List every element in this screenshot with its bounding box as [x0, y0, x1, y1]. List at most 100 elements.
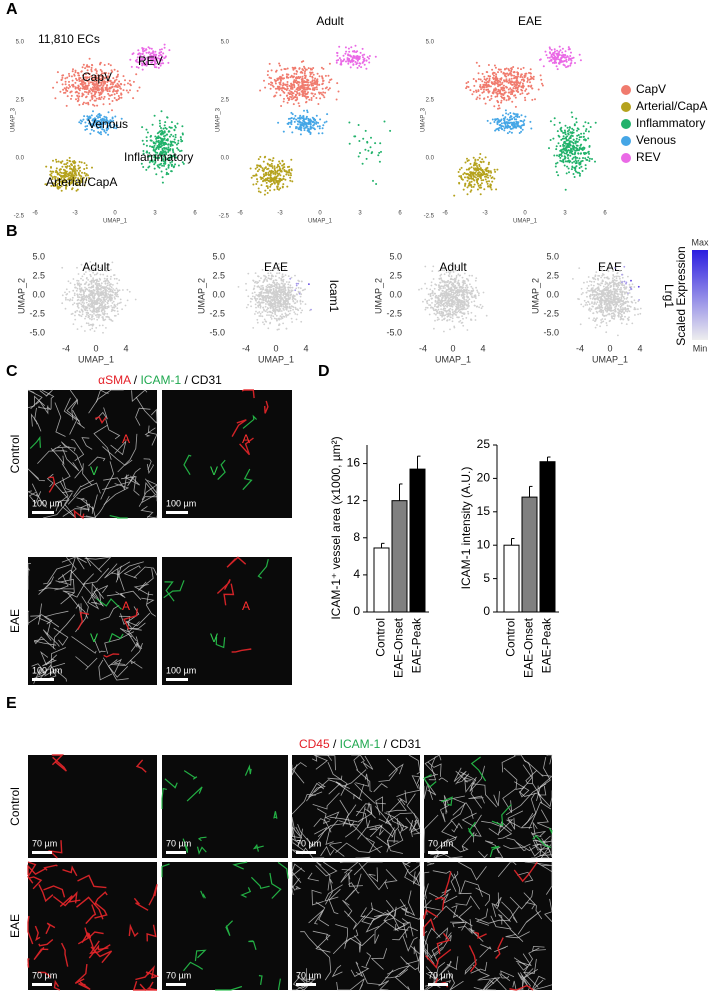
cell-point — [483, 97, 486, 100]
cell-point — [272, 157, 275, 160]
cell-point — [511, 100, 514, 103]
cell-point — [279, 310, 281, 312]
cell-point — [569, 160, 572, 163]
cell-point — [301, 75, 304, 78]
cell-point — [309, 127, 312, 130]
cell-point — [163, 43, 166, 46]
cell-point — [487, 171, 490, 174]
cell-point — [561, 151, 564, 154]
cell-point — [68, 181, 71, 184]
cell-point — [76, 94, 79, 97]
cell-point — [104, 294, 106, 297]
y-tick-label: 0.0 — [212, 289, 225, 299]
cell-point — [296, 70, 299, 73]
cell-point — [74, 176, 77, 179]
cell-point — [312, 67, 315, 69]
cell-point — [254, 281, 256, 284]
cell-point — [284, 300, 287, 303]
cell-point — [313, 122, 316, 124]
plot-title: EAE — [518, 14, 542, 28]
cell-point — [276, 185, 279, 188]
x-tick-label: -6 — [32, 211, 38, 217]
cell-point — [281, 297, 284, 300]
cell-point — [281, 159, 284, 162]
cell-point — [322, 80, 324, 82]
cell-point — [141, 126, 144, 129]
cell-point — [84, 282, 87, 285]
cell-point — [59, 180, 62, 183]
cell-point — [83, 168, 86, 170]
cell-point — [103, 77, 106, 80]
cell-point — [119, 87, 122, 90]
cell-point — [275, 266, 278, 269]
cell-point — [65, 163, 68, 166]
cell-point — [92, 279, 95, 281]
cell-point — [177, 139, 180, 142]
cell-point — [453, 194, 456, 197]
cell-point — [279, 299, 282, 302]
cell-point — [102, 291, 104, 294]
cell-point — [500, 101, 503, 104]
cell-point — [573, 123, 576, 126]
cell-point — [83, 291, 85, 294]
cell-point — [278, 287, 281, 290]
cell-point — [274, 300, 276, 303]
x-tick-label: -4 — [62, 343, 70, 353]
cell-point — [514, 94, 517, 97]
cell-point — [71, 296, 74, 299]
cell-point — [274, 310, 277, 313]
cell-point — [285, 316, 288, 318]
cell-point — [464, 286, 467, 289]
cell-point — [89, 269, 91, 272]
cell-point — [245, 306, 248, 309]
cell-point — [100, 286, 103, 289]
cell-point — [90, 88, 93, 91]
cell-point — [297, 279, 300, 282]
cell-point — [269, 306, 272, 309]
cell-point — [258, 311, 261, 313]
cell-point — [79, 87, 82, 90]
cell-point — [118, 96, 121, 99]
cell-point — [100, 288, 102, 291]
cell-point — [553, 123, 556, 126]
cell-point — [93, 300, 96, 303]
cell-point — [78, 95, 81, 98]
cell-point — [267, 290, 270, 293]
cell-point — [128, 290, 131, 293]
cell-point — [59, 168, 62, 171]
cell-point — [164, 126, 167, 129]
cell-point — [300, 293, 303, 296]
cell-point — [289, 286, 292, 289]
cell-point — [516, 113, 519, 116]
cell-point — [307, 91, 309, 94]
cell-point — [278, 62, 281, 65]
cell-point — [285, 293, 288, 295]
cell-point — [116, 310, 119, 313]
cell-point — [306, 125, 309, 128]
cell-point — [149, 145, 151, 148]
cell-point — [379, 142, 382, 145]
cell-point — [460, 166, 463, 169]
cell-point — [111, 81, 114, 84]
cell-point — [95, 70, 98, 73]
cell-point — [92, 323, 95, 326]
cell-point — [563, 142, 565, 144]
cell-point — [582, 146, 585, 149]
cell-point — [476, 188, 479, 191]
x-tick-label: 4 — [123, 343, 128, 353]
cell-point — [115, 277, 118, 280]
cell-point — [273, 95, 276, 98]
cell-point — [84, 67, 87, 70]
cell-point — [290, 290, 293, 293]
cell-point — [279, 75, 282, 78]
cell-point — [282, 183, 285, 186]
cell-point — [132, 80, 135, 83]
cell-point — [72, 169, 75, 172]
cell-point — [45, 165, 48, 168]
cell-point — [153, 144, 156, 147]
cell-point — [493, 168, 496, 171]
cell-point — [260, 166, 262, 168]
cell-point — [52, 159, 54, 162]
cell-point — [77, 92, 80, 95]
cell-point — [272, 172, 275, 175]
